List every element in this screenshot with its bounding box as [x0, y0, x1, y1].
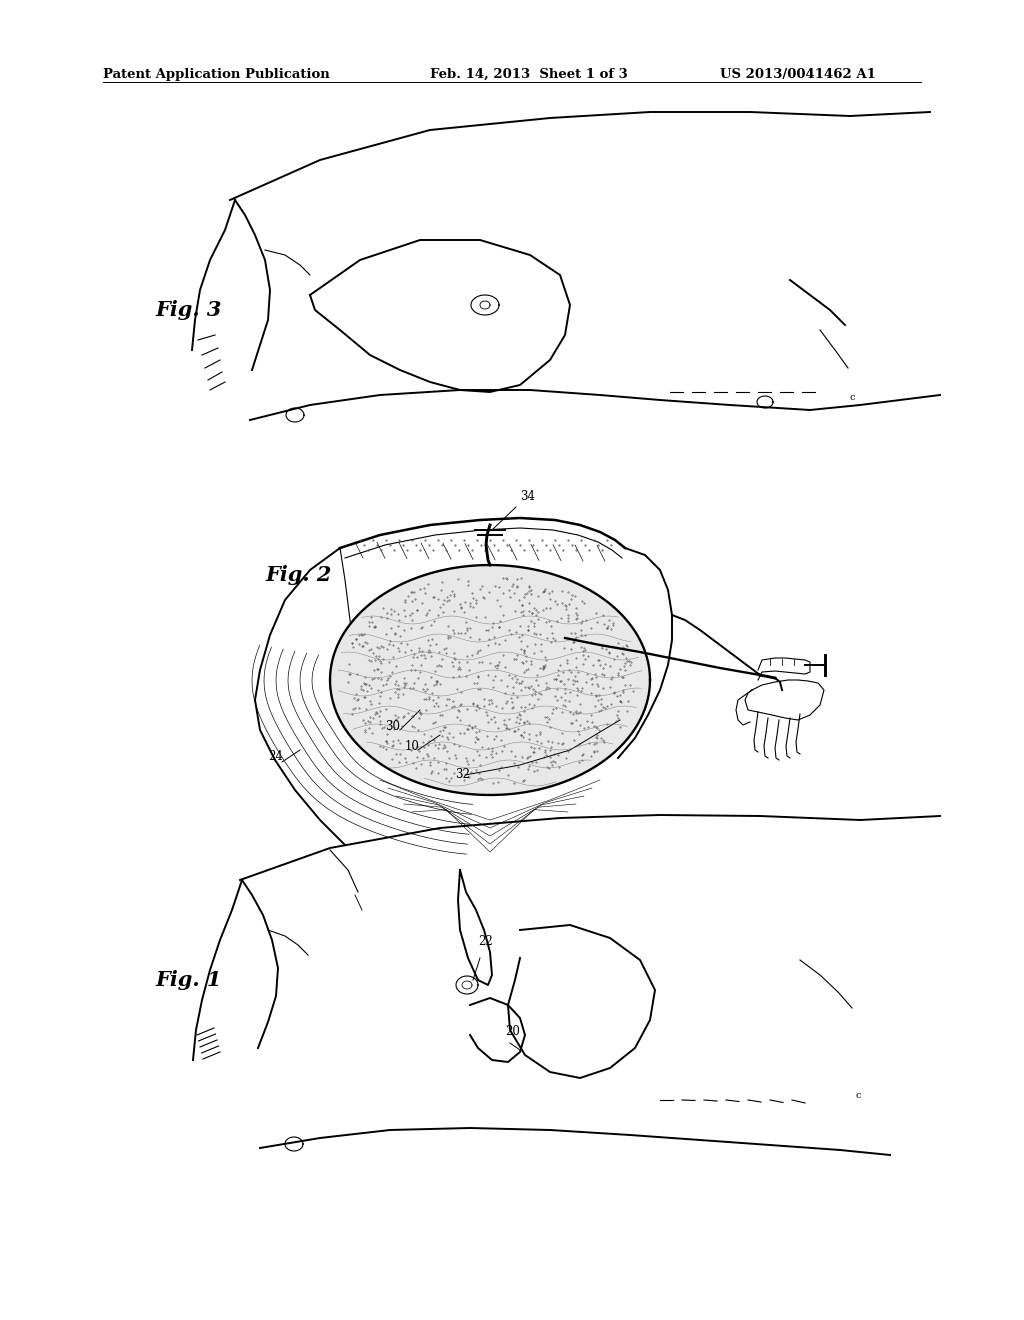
Text: Patent Application Publication: Patent Application Publication — [103, 69, 330, 81]
Text: 10: 10 — [406, 741, 420, 752]
Text: Fig. 3: Fig. 3 — [155, 300, 221, 319]
Ellipse shape — [330, 565, 650, 795]
Text: 20: 20 — [505, 1026, 520, 1038]
Text: Fig. 2: Fig. 2 — [265, 565, 332, 585]
Text: 22: 22 — [478, 935, 493, 948]
Text: US 2013/0041462 A1: US 2013/0041462 A1 — [720, 69, 876, 81]
Text: Feb. 14, 2013  Sheet 1 of 3: Feb. 14, 2013 Sheet 1 of 3 — [430, 69, 628, 81]
Text: c: c — [850, 393, 855, 403]
Text: 34: 34 — [520, 490, 535, 503]
Text: 24: 24 — [268, 750, 283, 763]
Text: 32: 32 — [455, 768, 470, 781]
Text: c: c — [855, 1092, 860, 1100]
Text: Fig. 1: Fig. 1 — [155, 970, 221, 990]
Text: 30: 30 — [385, 719, 400, 733]
